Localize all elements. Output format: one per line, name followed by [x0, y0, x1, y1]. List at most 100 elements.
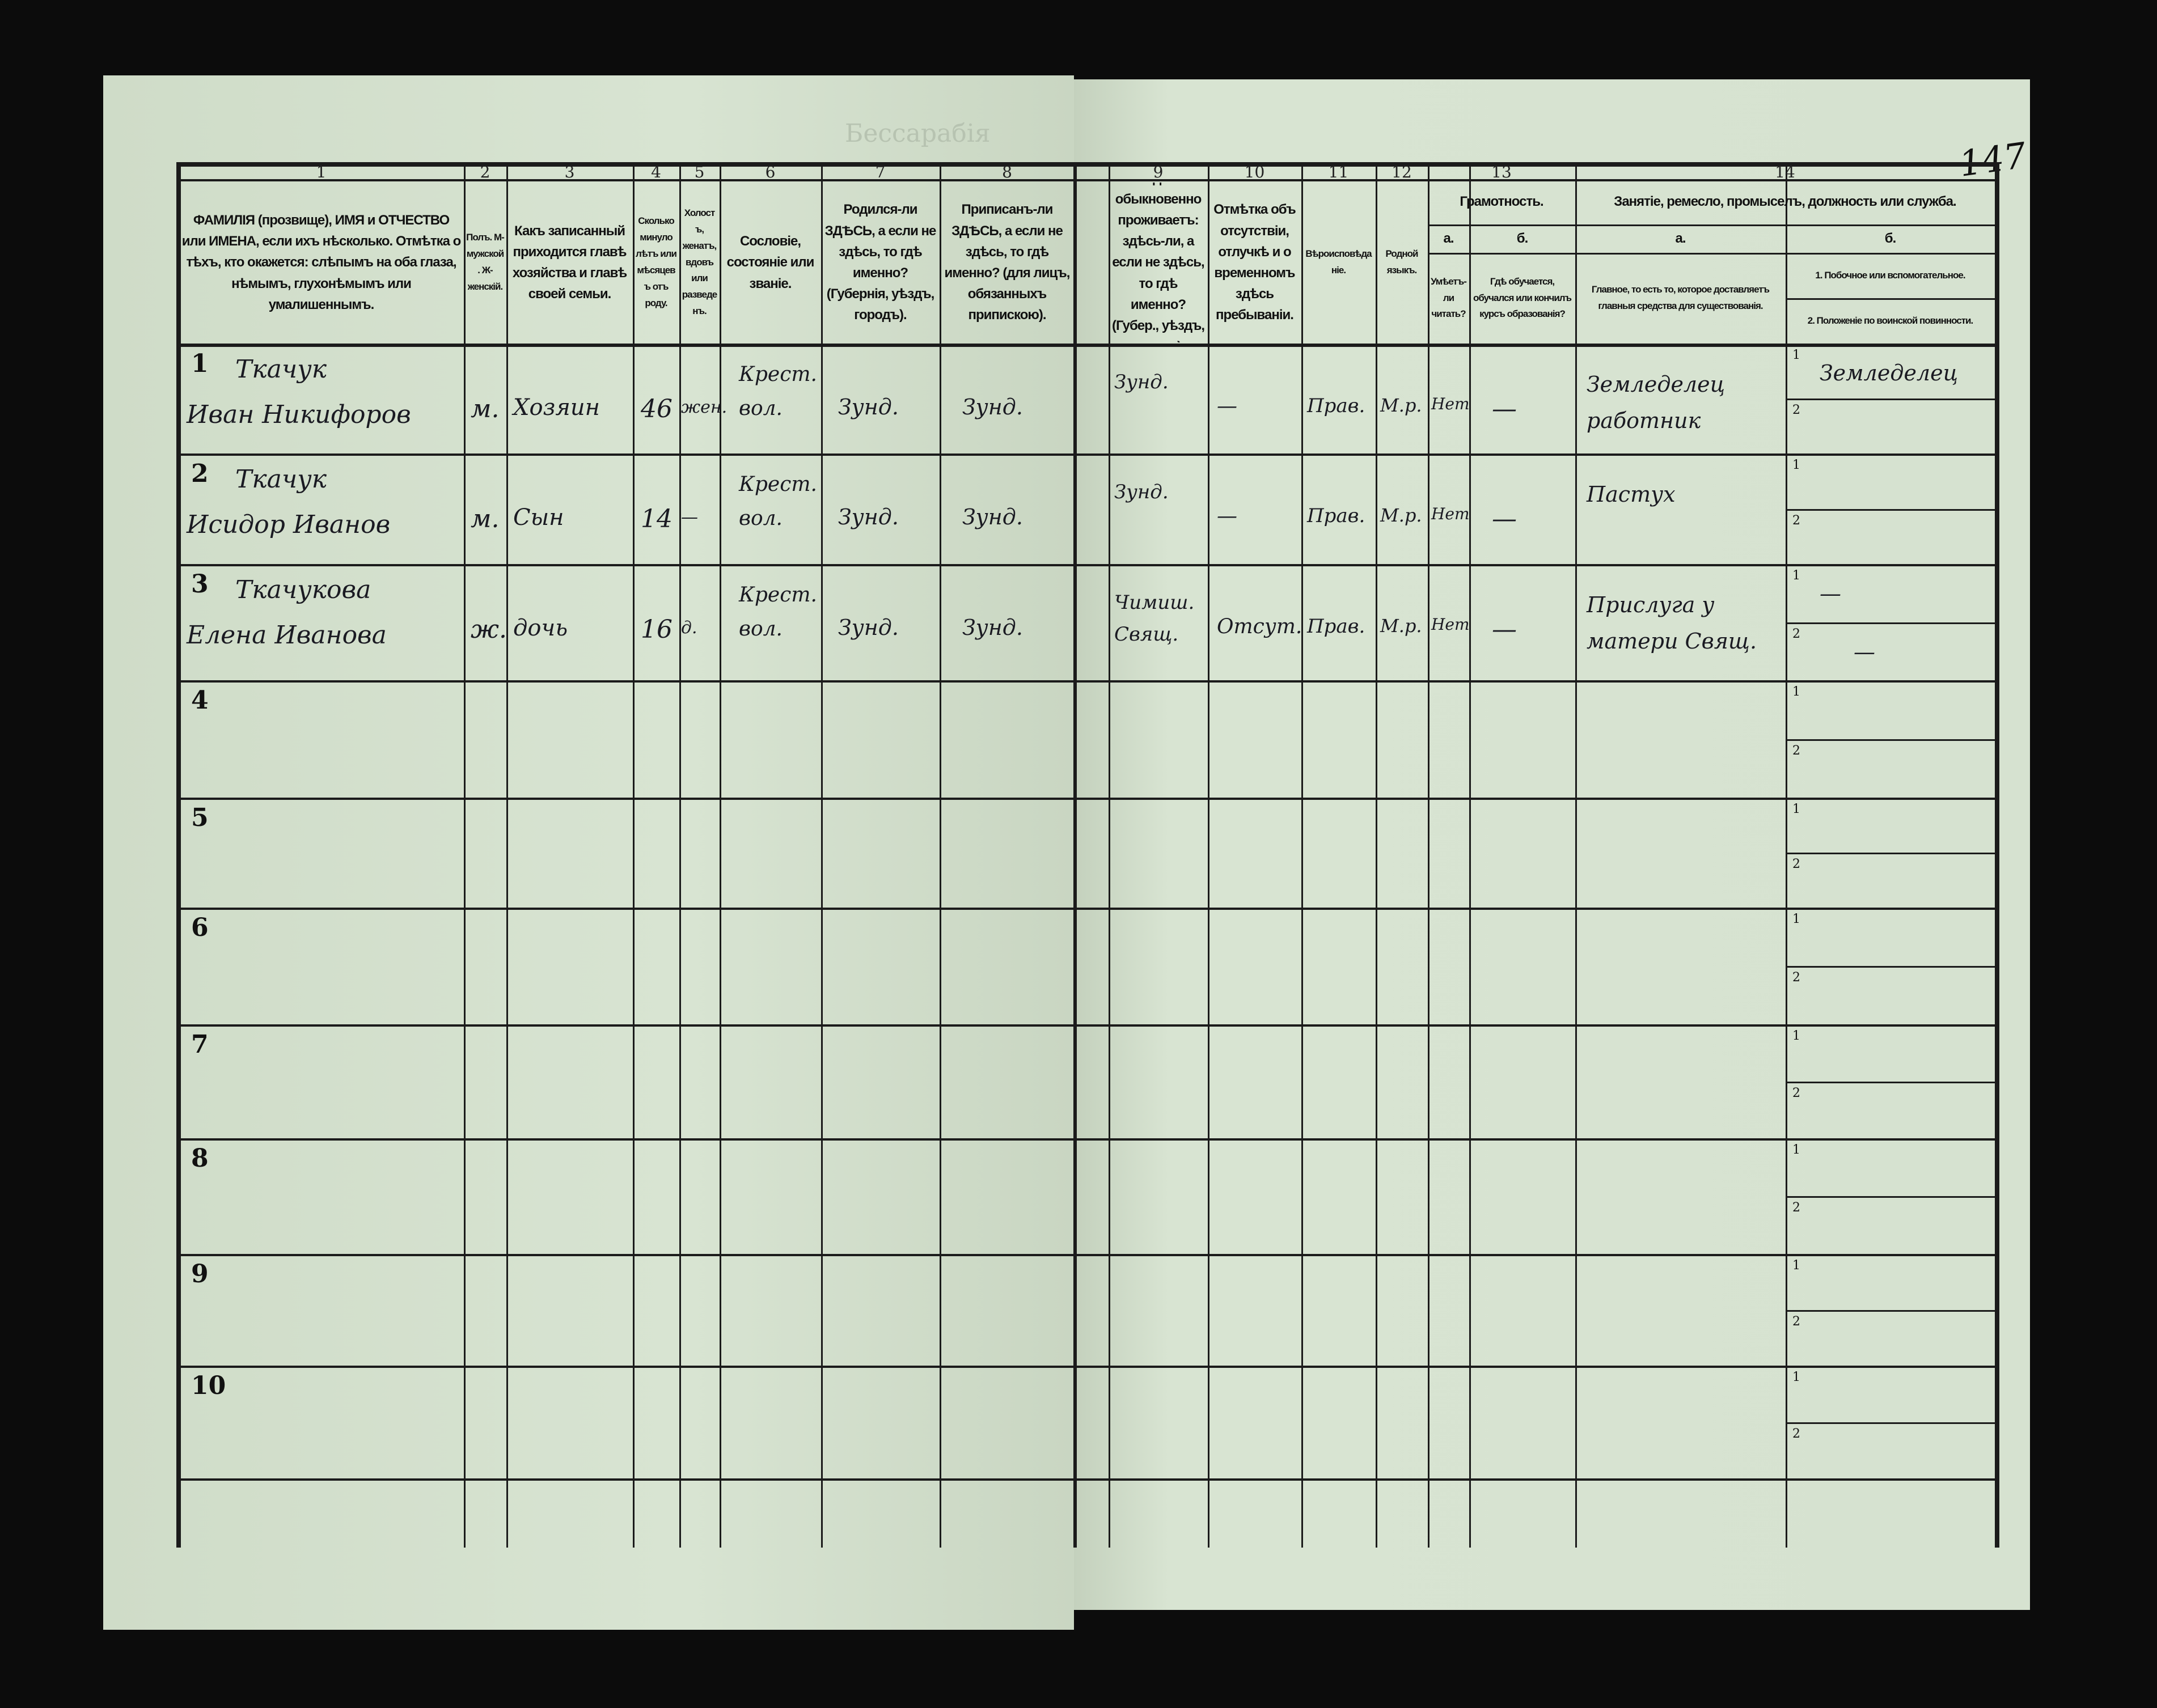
- row-divider: [179, 1366, 1995, 1368]
- literacy-entry: Нет: [1431, 615, 1470, 634]
- sex-entry: м.: [471, 505, 500, 533]
- language-entry: М.р.: [1380, 505, 1422, 526]
- marital-status-entry: жен.: [681, 397, 728, 417]
- row-number: 1: [191, 349, 209, 378]
- column-divider: [1428, 162, 1429, 1548]
- table-left-border: [176, 162, 181, 1548]
- row-subdivider: [1786, 1422, 1995, 1424]
- marital-status-entry: —: [681, 507, 698, 527]
- row-subdivider: [1786, 622, 1995, 624]
- column-number: 10: [1244, 164, 1265, 179]
- education-entry: —: [1492, 395, 1517, 423]
- sub-row-label: 2: [1792, 1426, 1800, 1441]
- subgroup-divider: [1428, 253, 1995, 255]
- sub-row-label: 2: [1792, 970, 1800, 985]
- language-entry: М.р.: [1380, 395, 1422, 416]
- age-entry: 16: [641, 615, 673, 644]
- column-number: 13: [1491, 164, 1512, 179]
- birthplace-entry: Зунд.: [838, 395, 899, 419]
- religion-entry: Прав.: [1307, 395, 1365, 417]
- residence-entry: Зунд.: [1114, 371, 1169, 393]
- estate-entry: Крест. вол.: [739, 473, 817, 530]
- row-divider: [179, 908, 1995, 910]
- left-page: [103, 75, 1074, 1630]
- column-number: 6: [765, 164, 776, 179]
- sub-row-label: 2: [1792, 1201, 1800, 1215]
- relation-entry: дочь: [513, 615, 568, 641]
- row-subdivider: [1786, 1081, 1995, 1083]
- sub-row-label: 1: [1792, 685, 1800, 699]
- column-divider: [1109, 162, 1110, 1548]
- column-header: Какъ записанный приходится главѣ хозяйст…: [512, 223, 627, 302]
- military-status-entry: —: [1854, 639, 1875, 664]
- occupation-b-label: б.: [1884, 231, 1897, 247]
- column-divider: [821, 162, 823, 1548]
- sub-row-label: 1: [1792, 458, 1800, 472]
- main-occupation-entry: Земледелец работник: [1587, 372, 1725, 433]
- age-entry: 46: [641, 395, 673, 423]
- row-number: 6: [191, 913, 209, 942]
- column-header: Отмѣтка объ отсутствіи, отлучкѣ и о врем…: [1213, 202, 1296, 323]
- sub-row-label: 2: [1792, 857, 1800, 871]
- relation-entry: Хозяин: [513, 395, 600, 421]
- row-divider: [179, 680, 1995, 683]
- registration-entry: Зунд.: [962, 615, 1023, 640]
- column-number: 2: [480, 164, 490, 179]
- row-number: 9: [191, 1260, 209, 1289]
- surname-entry: Ткачукова: [235, 575, 371, 604]
- page-fold: [1073, 162, 1077, 1548]
- sub-row-label: 2: [1792, 626, 1800, 641]
- surname-entry: Ткачук: [235, 355, 327, 384]
- row-number: 7: [191, 1030, 209, 1059]
- column-number: 8: [1002, 164, 1012, 179]
- side-occupation-header: 1. Побочное или вспомогательное.: [1815, 269, 1965, 281]
- sub-row-label: 1: [1792, 569, 1800, 583]
- column-divider: [720, 162, 721, 1548]
- row-subdivider: [1786, 853, 1995, 854]
- birthplace-entry: Зунд.: [838, 505, 899, 529]
- column-header: ФАМИЛІЯ (прозвище), ИМЯ и ОТЧЕСТВО или И…: [181, 213, 462, 312]
- column-number: 1: [316, 164, 327, 179]
- column-divider: [1376, 162, 1377, 1548]
- row-subdivider: [1786, 1309, 1995, 1312]
- column-number: 7: [875, 164, 886, 179]
- row-divider: [179, 454, 1995, 456]
- registration-entry: Зунд.: [962, 505, 1023, 529]
- column-number: 9: [1153, 164, 1164, 179]
- estate-entry: Крест. вол.: [739, 363, 817, 420]
- column-number: 5: [694, 164, 705, 179]
- table-top-border: [179, 162, 1995, 167]
- row-number: 5: [191, 803, 209, 832]
- literacy-can-read-header: Умѣетъ-ли читать?: [1431, 276, 1467, 320]
- marital-status-entry: д.: [681, 618, 697, 638]
- relation-entry: Сын: [513, 505, 564, 531]
- column-header: Холостъ, женатъ, вдовъ или разведенъ.: [682, 207, 717, 317]
- row-divider: [179, 1254, 1995, 1256]
- absence-entry: —: [1217, 505, 1237, 528]
- given-name-entry: Иван Никифоров: [187, 400, 411, 429]
- column-header: Приписанъ-ли ЗДѢСЬ, а если не здѣсь, то …: [944, 202, 1071, 323]
- row-divider: [179, 1478, 1995, 1481]
- column-divider: [940, 162, 941, 1548]
- main-occupation-entry: Пастух: [1587, 482, 1676, 507]
- literacy-education-header: Гдѣ обучается, обучался или кончилъ курс…: [1473, 276, 1572, 320]
- row-subdivider: [1786, 399, 1995, 400]
- religion-entry: Прав.: [1307, 615, 1365, 638]
- row-divider: [179, 1024, 1995, 1027]
- sub-row-label: 1: [1792, 1258, 1800, 1273]
- row-number: 10: [191, 1371, 226, 1400]
- sex-entry: м.: [471, 395, 500, 423]
- row-subdivider: [1786, 1196, 1995, 1198]
- group-divider: [1428, 224, 1995, 226]
- sub-row-label: 2: [1792, 743, 1800, 758]
- literacy-a-label: а.: [1443, 231, 1454, 247]
- age-entry: 14: [641, 505, 673, 533]
- column-divider: [1575, 162, 1577, 1548]
- sub-row-label: 1: [1792, 1370, 1800, 1384]
- sub-row-label: 1: [1792, 1029, 1800, 1043]
- column-header: Гдѣ обыкновенно проживаетъ: здѣсь-ли, а …: [1111, 183, 1205, 342]
- column-divider: [506, 162, 508, 1548]
- column-number: 3: [564, 164, 575, 179]
- surname-entry: Ткачук: [235, 465, 327, 494]
- sub-row-label: 1: [1792, 348, 1800, 362]
